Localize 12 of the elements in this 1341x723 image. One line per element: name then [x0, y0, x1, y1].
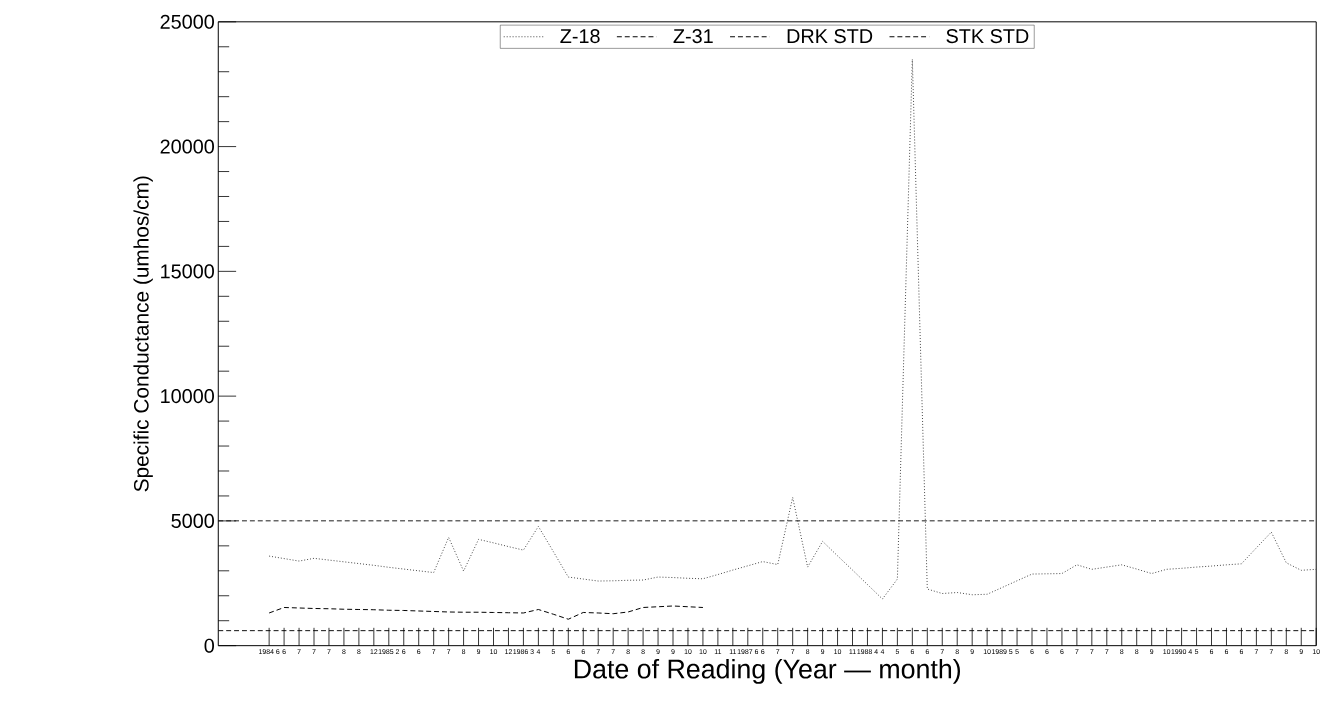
x-axis-title: Date of Reading (Year — month) — [574, 658, 961, 684]
y-tick-label: 25000 — [160, 14, 214, 29]
y-tick-label: 10000 — [161, 389, 214, 404]
y-tick-label: 0 — [204, 638, 215, 653]
legend-label: Z-31 — [673, 29, 713, 44]
legend-label: STK STD — [946, 29, 1029, 44]
legend-label: Z-18 — [560, 29, 600, 44]
y-tick-label: 5000 — [171, 513, 214, 528]
legend-label: DRK STD — [787, 29, 873, 44]
y-tick-label: 20000 — [160, 139, 214, 154]
y-tick-label: 15000 — [161, 264, 214, 279]
y-axis-title: Specific Conductance (umhos/cm) — [133, 176, 153, 492]
